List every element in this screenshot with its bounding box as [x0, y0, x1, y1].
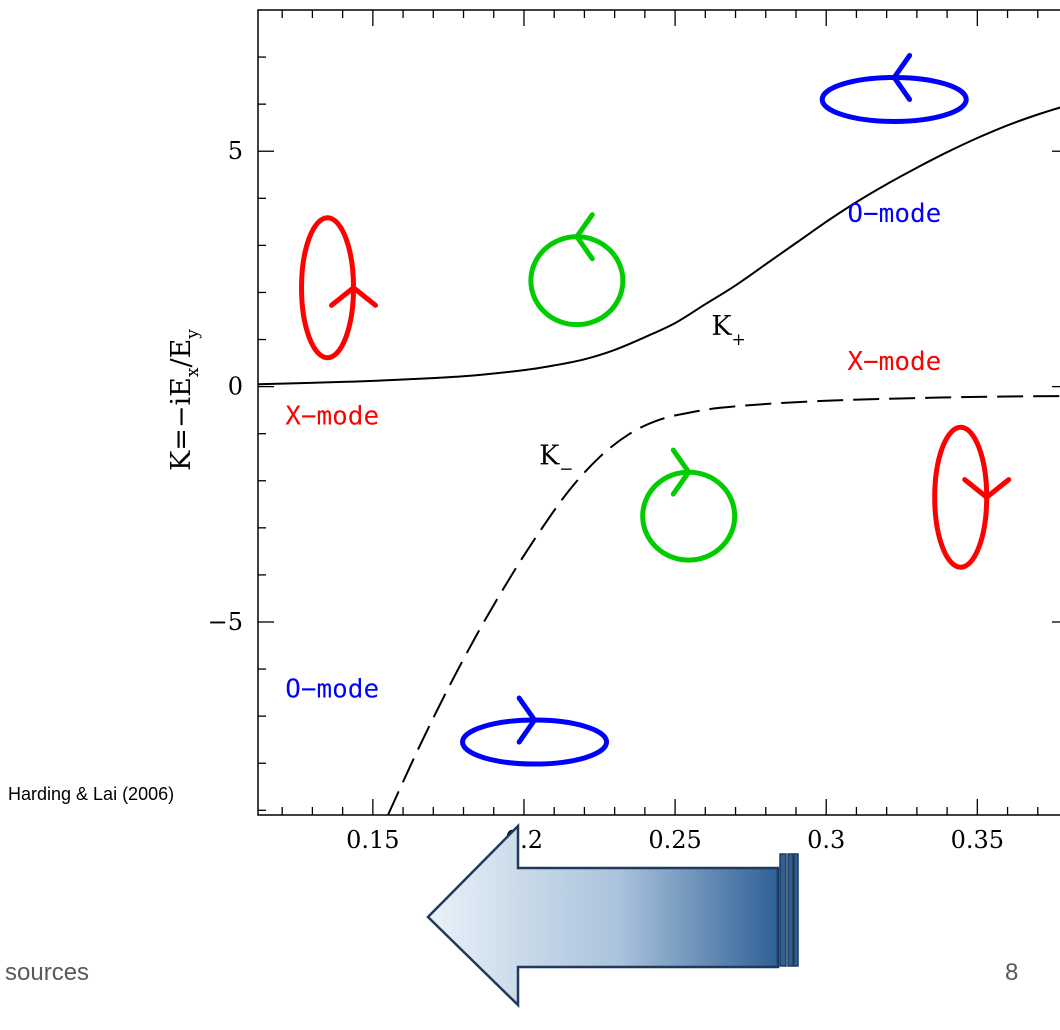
mode-annotation: O−mode — [847, 199, 941, 229]
polarization-wide-ellipse-left-icon — [819, 52, 969, 124]
x-tick-label: 0.3 — [807, 826, 845, 854]
x-tick-label: 0.25 — [648, 826, 701, 854]
x-tick-label: 0.35 — [951, 826, 1004, 854]
curve-label: K+ — [711, 311, 745, 350]
axis-ticks — [258, 10, 1060, 815]
mode-annotation: X−mode — [847, 347, 941, 377]
polarization-circle-left-icon — [528, 212, 626, 328]
polarization-circle-right-icon — [640, 447, 738, 563]
y-tick-label: −5 — [208, 608, 243, 636]
plot-frame — [257, 9, 1060, 816]
y-axis-title: K=−iEx/Ey — [166, 329, 203, 471]
k-plus-curve — [258, 106, 1060, 386]
mode-annotation: X−mode — [285, 401, 379, 431]
mode-annotation: O−mode — [285, 674, 379, 704]
y-tick-label: 5 — [228, 137, 243, 165]
page-number: 8 — [1005, 959, 1018, 986]
polarization-tall-ellipse-down-icon — [932, 424, 1012, 570]
k-minus-curve — [387, 395, 1060, 815]
footer-left-text: sources — [5, 959, 89, 986]
polarization-tall-ellipse-up-icon — [299, 215, 379, 361]
polarization-wide-ellipse-right-icon — [460, 695, 610, 767]
citation: Harding & Lai (2006) — [8, 784, 174, 804]
back-arrow-icon[interactable] — [426, 822, 799, 1008]
y-tick-label: 0 — [228, 373, 243, 401]
curve-label: K− — [539, 440, 573, 479]
x-tick-label: 0.15 — [346, 826, 399, 854]
